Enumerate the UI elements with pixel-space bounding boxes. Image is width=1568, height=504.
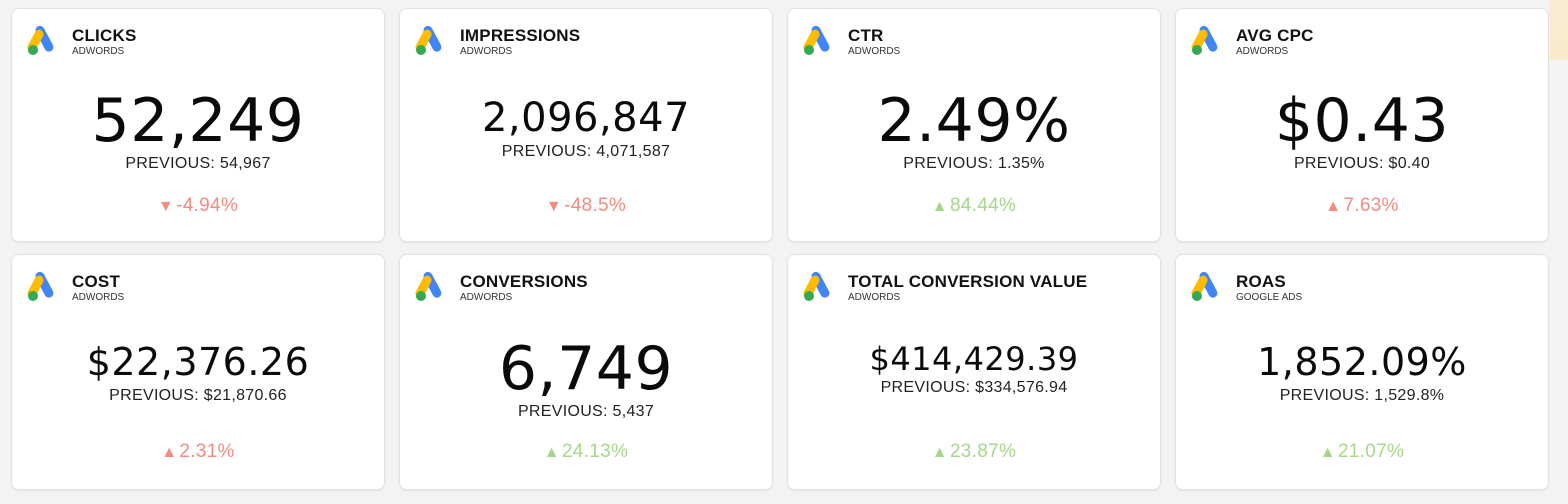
kpi-card-clicks[interactable]: CLICKS ADWORDS 52,249 PREVIOUS: 54,967 ▼…	[11, 8, 385, 242]
change-indicator: ▲ 84.44%	[788, 195, 1160, 217]
page-corner-decoration	[1550, 0, 1568, 60]
previous-value: PREVIOUS: 54,967	[125, 155, 271, 172]
card-header: CTR ADWORDS	[802, 23, 900, 58]
triangle-up-icon: ▲	[1319, 444, 1336, 461]
kpi-grid: CLICKS ADWORDS 52,249 PREVIOUS: 54,967 ▼…	[11, 8, 1551, 490]
change-value: 7.63%	[1343, 195, 1399, 216]
change-value: -48.5%	[564, 195, 627, 216]
card-source: ADWORDS	[848, 292, 901, 303]
google-ads-logo-icon	[415, 271, 442, 301]
card-header: TOTAL CONVERSION VALUE ADWORDS	[802, 269, 1087, 304]
google-ads-logo-icon	[803, 25, 830, 55]
triangle-up-icon: ▲	[543, 444, 560, 461]
card-title: CTR	[848, 26, 884, 45]
triangle-down-icon: ▼	[157, 198, 175, 215]
card-title: AVG CPC	[1236, 26, 1314, 45]
metric-value: $0.43	[1274, 86, 1450, 156]
google-ads-logo-icon	[803, 271, 830, 301]
metric-value: 1,852.09%	[1257, 340, 1467, 384]
metric-value: $22,376.26	[86, 340, 310, 384]
google-ads-logo-icon	[415, 25, 442, 55]
card-source: ADWORDS	[460, 292, 513, 303]
kpi-card-avg-cpc[interactable]: AVG CPC ADWORDS $0.43 PREVIOUS: $0.40 ▲ 7…	[1175, 8, 1549, 242]
card-source: ADWORDS	[1236, 46, 1289, 57]
change-indicator: ▼ -48.5%	[400, 195, 772, 217]
triangle-up-icon: ▲	[931, 444, 948, 461]
google-ads-logo-icon	[27, 271, 54, 301]
metric-value: 6,749	[498, 334, 674, 404]
card-header: IMPRESSIONS ADWORDS	[414, 23, 580, 58]
google-ads-logo-icon	[27, 25, 54, 55]
metric-value: 52,249	[91, 86, 305, 156]
change-value: -4.94%	[176, 195, 239, 216]
change-indicator: ▼ -4.94%	[12, 195, 384, 217]
card-title: CLICKS	[72, 26, 137, 45]
card-header: AVG CPC ADWORDS	[1190, 23, 1314, 58]
card-title: ROAS	[1236, 272, 1286, 291]
card-source: ADWORDS	[460, 46, 513, 57]
change-value: 84.44%	[949, 195, 1017, 216]
change-indicator: ▲ 24.13%	[400, 441, 772, 463]
card-header: ROAS GOOGLE ADS	[1190, 269, 1302, 304]
google-ads-logo-icon	[1191, 271, 1218, 301]
card-title: COST	[72, 272, 121, 291]
previous-value: PREVIOUS: $21,870.66	[109, 387, 287, 404]
metric-value: 2,096,847	[481, 95, 691, 141]
kpi-card-roas[interactable]: ROAS GOOGLE ADS 1,852.09% PREVIOUS: 1,52…	[1175, 254, 1549, 490]
change-indicator: ▲ 21.07%	[1176, 441, 1548, 463]
previous-value: PREVIOUS: $334,576.94	[880, 379, 1068, 396]
change-value: 24.13%	[561, 441, 629, 462]
metric-value: 2.49%	[877, 86, 1071, 156]
card-title: CONVERSIONS	[460, 272, 588, 291]
change-value: 23.87%	[949, 441, 1017, 462]
kpi-card-total-conversion-value[interactable]: TOTAL CONVERSION VALUE ADWORDS $414,429.…	[787, 254, 1161, 490]
card-header: CONVERSIONS ADWORDS	[414, 269, 588, 304]
previous-value: PREVIOUS: 5,437	[517, 403, 655, 420]
change-value: 2.31%	[179, 441, 235, 462]
triangle-down-icon: ▼	[545, 198, 563, 215]
previous-value: PREVIOUS: $0.40	[1293, 155, 1431, 172]
card-title: TOTAL CONVERSION VALUE	[848, 272, 1088, 291]
card-title: IMPRESSIONS	[460, 26, 581, 45]
card-source: ADWORDS	[72, 292, 125, 303]
card-source: ADWORDS	[72, 46, 125, 57]
change-value: 21.07%	[1337, 441, 1405, 462]
kpi-card-impressions[interactable]: IMPRESSIONS ADWORDS 2,096,847 PREVIOUS: …	[399, 8, 773, 242]
triangle-up-icon: ▲	[1325, 198, 1342, 215]
metric-value: $414,429.39	[869, 340, 1079, 378]
kpi-card-conversions[interactable]: CONVERSIONS ADWORDS 6,749 PREVIOUS: 5,43…	[399, 254, 773, 490]
kpi-card-cost[interactable]: COST ADWORDS $22,376.26 PREVIOUS: $21,87…	[11, 254, 385, 490]
change-indicator: ▲ 23.87%	[788, 441, 1160, 463]
card-source: GOOGLE ADS	[1236, 292, 1303, 303]
card-header: COST ADWORDS	[26, 269, 124, 304]
kpi-card-ctr[interactable]: CTR ADWORDS 2.49% PREVIOUS: 1.35% ▲ 84.44…	[787, 8, 1161, 242]
previous-value: PREVIOUS: 4,071,587	[501, 143, 671, 160]
card-header: CLICKS ADWORDS	[26, 23, 136, 58]
change-indicator: ▲ 7.63%	[1176, 195, 1548, 217]
google-ads-logo-icon	[1191, 25, 1218, 55]
triangle-up-icon: ▲	[161, 444, 178, 461]
previous-value: PREVIOUS: 1,529.8%	[1279, 387, 1445, 404]
previous-value: PREVIOUS: 1.35%	[903, 155, 1045, 172]
card-source: ADWORDS	[848, 46, 901, 57]
triangle-up-icon: ▲	[931, 198, 948, 215]
change-indicator: ▲ 2.31%	[12, 441, 384, 463]
